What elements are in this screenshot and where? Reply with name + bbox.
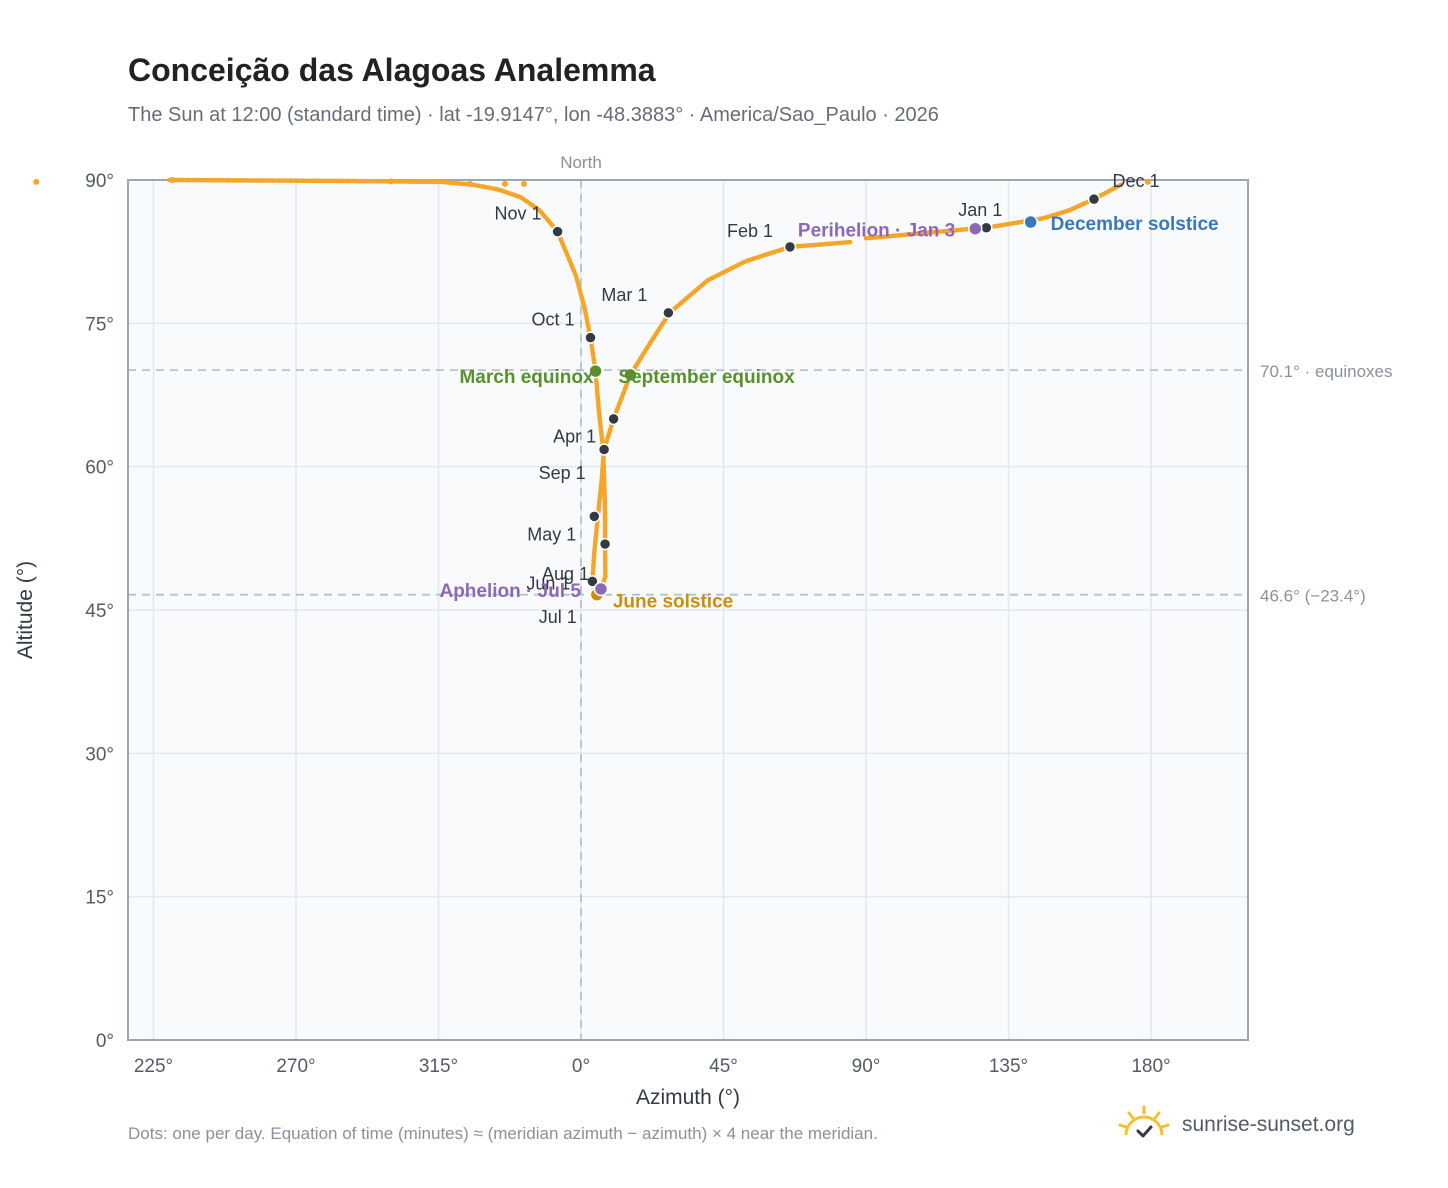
zenith-day-dot	[33, 178, 40, 185]
event-marker	[1023, 214, 1038, 230]
x-tick-label: 45°	[709, 1056, 738, 1077]
x-tick-label: 180°	[1131, 1056, 1170, 1077]
event-label: September equinox	[618, 367, 795, 388]
month-label: Nov 1	[495, 204, 542, 224]
x-tick-label: 0°	[572, 1056, 590, 1077]
event-label: December solstice	[1051, 214, 1219, 235]
y-tick-label: 15°	[85, 888, 114, 909]
month-label: Dec 1	[1112, 171, 1159, 191]
sun-logo-icon	[1118, 1105, 1170, 1138]
month-label: Jun 1	[526, 573, 570, 593]
month-label: Jul 1	[539, 607, 577, 627]
month-marker	[586, 575, 599, 588]
zenith-day-dot	[467, 180, 474, 187]
chart-title: Conceição das Alagoas Analemma	[128, 52, 656, 88]
x-tick-label: 135°	[989, 1056, 1028, 1077]
x-tick-label: 225°	[134, 1056, 173, 1077]
event-label: March equinox	[459, 367, 594, 388]
month-label: Feb 1	[727, 221, 773, 241]
y-tick-label: 30°	[85, 744, 114, 765]
month-marker	[783, 240, 797, 254]
chart-subtitle: The Sun at 12:00 (standard time) · lat -…	[128, 104, 939, 126]
month-marker	[662, 306, 675, 320]
zenith-day-dot	[388, 178, 394, 185]
reference-line-label: 70.1° · equinoxes	[1260, 362, 1393, 381]
reference-line-label: 46.6° (−23.4°)	[1260, 587, 1366, 606]
event-label: Perihelion · Jan 3	[798, 221, 955, 242]
north-label: North	[560, 153, 602, 172]
y-axis-title: Altitude (°)	[14, 561, 37, 659]
month-label: Mar 1	[601, 285, 647, 305]
y-tick-label: 45°	[85, 601, 114, 622]
event-marker	[623, 367, 638, 383]
y-tick-label: 0°	[96, 1031, 114, 1052]
plot-frame	[127, 179, 1249, 1041]
x-tick-label: 315°	[419, 1056, 458, 1077]
month-label: Sep 1	[539, 463, 586, 483]
month-marker	[551, 225, 564, 238]
event-marker	[593, 581, 609, 597]
zenith-day-dot	[502, 180, 508, 187]
y-tick-label: 90°	[85, 171, 114, 192]
zenith-day-dot	[169, 177, 176, 183]
zenith-day-dot	[1144, 178, 1151, 185]
month-marker	[1087, 192, 1101, 206]
month-label: Aug 1	[542, 564, 589, 584]
event-marker	[588, 363, 603, 379]
event-marker	[968, 221, 983, 236]
x-axis-title: Azimuth (°)	[636, 1086, 740, 1109]
month-marker	[598, 537, 612, 551]
month-marker	[607, 412, 620, 426]
y-tick-label: 60°	[85, 458, 114, 479]
brand-name: sunrise-sunset.org	[1182, 1113, 1355, 1136]
month-marker	[980, 221, 993, 235]
month-label: Apr 1	[553, 426, 596, 446]
event-label: Aphelion · Jul 5	[439, 581, 581, 602]
month-label: Oct 1	[531, 310, 574, 330]
x-tick-label: 270°	[276, 1056, 315, 1077]
month-marker	[588, 510, 601, 523]
analemma-path	[167, 177, 853, 597]
month-label: Jan 1	[958, 200, 1002, 220]
month-marker	[597, 443, 611, 456]
month-label: May 1	[527, 524, 576, 544]
x-tick-label: 90°	[852, 1056, 881, 1077]
month-marker	[584, 331, 597, 344]
brand[interactable]: sunrise-sunset.org	[1118, 1100, 1355, 1150]
event-label: June solstice	[613, 592, 733, 613]
zenith-day-dot	[521, 180, 527, 187]
chart-footnote: Dots: one per day. Equation of time (min…	[128, 1124, 878, 1143]
y-tick-label: 75°	[85, 314, 114, 335]
